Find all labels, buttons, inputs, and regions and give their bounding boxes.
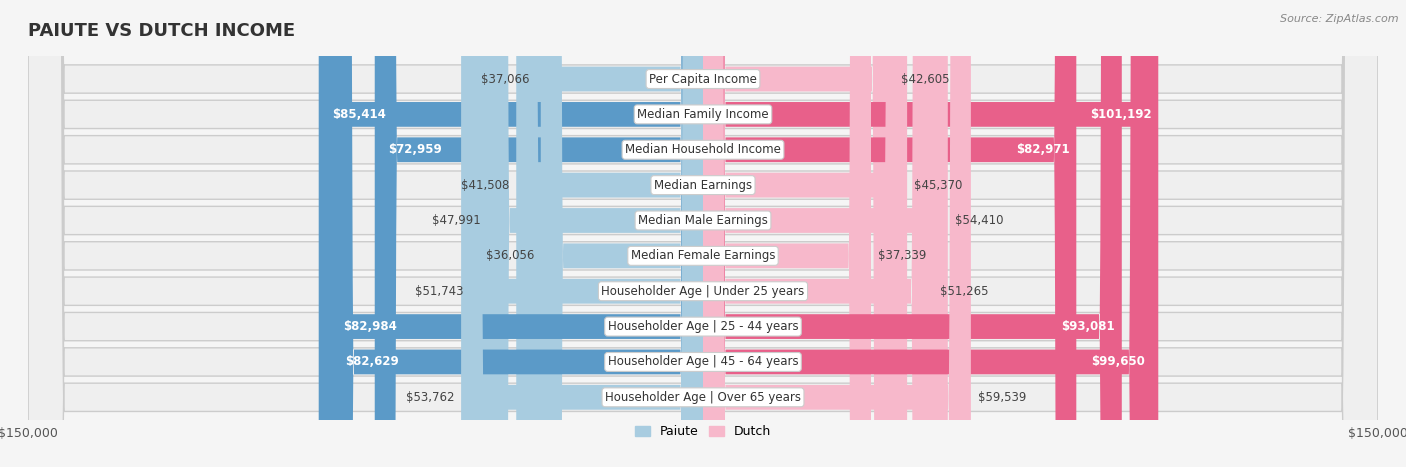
Text: Median Earnings: Median Earnings <box>654 178 752 191</box>
Text: $82,971: $82,971 <box>1017 143 1070 156</box>
Text: $53,762: $53,762 <box>406 391 454 404</box>
FancyBboxPatch shape <box>703 0 870 467</box>
FancyBboxPatch shape <box>28 0 1378 467</box>
Text: $47,991: $47,991 <box>432 214 481 227</box>
Text: Householder Age | Over 65 years: Householder Age | Over 65 years <box>605 391 801 404</box>
FancyBboxPatch shape <box>703 0 1077 467</box>
Legend: Paiute, Dutch: Paiute, Dutch <box>630 420 776 443</box>
Text: $101,192: $101,192 <box>1090 108 1152 121</box>
FancyBboxPatch shape <box>536 0 703 467</box>
Text: Median Family Income: Median Family Income <box>637 108 769 121</box>
Text: Median Household Income: Median Household Income <box>626 143 780 156</box>
Text: $93,081: $93,081 <box>1062 320 1115 333</box>
Text: Per Capita Income: Per Capita Income <box>650 72 756 85</box>
FancyBboxPatch shape <box>703 0 1152 467</box>
FancyBboxPatch shape <box>28 0 1378 467</box>
Text: $72,959: $72,959 <box>388 143 441 156</box>
FancyBboxPatch shape <box>703 0 894 467</box>
Text: $82,984: $82,984 <box>343 320 396 333</box>
Text: $51,265: $51,265 <box>941 285 988 298</box>
Text: $82,629: $82,629 <box>344 355 398 368</box>
FancyBboxPatch shape <box>486 0 703 467</box>
FancyBboxPatch shape <box>516 0 703 467</box>
FancyBboxPatch shape <box>28 0 1378 467</box>
Text: Householder Age | 45 - 64 years: Householder Age | 45 - 64 years <box>607 355 799 368</box>
Text: $51,743: $51,743 <box>415 285 464 298</box>
FancyBboxPatch shape <box>28 0 1378 467</box>
FancyBboxPatch shape <box>703 0 907 467</box>
Text: $37,339: $37,339 <box>877 249 927 262</box>
Text: $59,539: $59,539 <box>977 391 1026 404</box>
FancyBboxPatch shape <box>28 0 1378 467</box>
Text: $36,056: $36,056 <box>485 249 534 262</box>
Text: PAIUTE VS DUTCH INCOME: PAIUTE VS DUTCH INCOME <box>28 22 295 40</box>
Text: Householder Age | Under 25 years: Householder Age | Under 25 years <box>602 285 804 298</box>
FancyBboxPatch shape <box>703 0 1122 467</box>
Text: Householder Age | 25 - 44 years: Householder Age | 25 - 44 years <box>607 320 799 333</box>
FancyBboxPatch shape <box>28 0 1378 467</box>
FancyBboxPatch shape <box>28 0 1378 467</box>
FancyBboxPatch shape <box>28 0 1378 467</box>
FancyBboxPatch shape <box>703 0 934 467</box>
FancyBboxPatch shape <box>28 0 1378 467</box>
FancyBboxPatch shape <box>703 0 948 467</box>
Text: Source: ZipAtlas.com: Source: ZipAtlas.com <box>1281 14 1399 24</box>
FancyBboxPatch shape <box>703 0 972 467</box>
FancyBboxPatch shape <box>541 0 703 467</box>
Text: $42,605: $42,605 <box>901 72 950 85</box>
Text: Median Male Earnings: Median Male Earnings <box>638 214 768 227</box>
Text: $85,414: $85,414 <box>332 108 387 121</box>
Text: $54,410: $54,410 <box>955 214 1002 227</box>
FancyBboxPatch shape <box>332 0 703 467</box>
Text: $99,650: $99,650 <box>1091 355 1144 368</box>
FancyBboxPatch shape <box>703 0 1159 467</box>
FancyBboxPatch shape <box>28 0 1378 467</box>
FancyBboxPatch shape <box>461 0 703 467</box>
Text: Median Female Earnings: Median Female Earnings <box>631 249 775 262</box>
FancyBboxPatch shape <box>319 0 703 467</box>
Text: $37,066: $37,066 <box>481 72 530 85</box>
FancyBboxPatch shape <box>470 0 703 467</box>
FancyBboxPatch shape <box>329 0 703 467</box>
Text: $41,508: $41,508 <box>461 178 509 191</box>
FancyBboxPatch shape <box>375 0 703 467</box>
Text: $45,370: $45,370 <box>914 178 962 191</box>
